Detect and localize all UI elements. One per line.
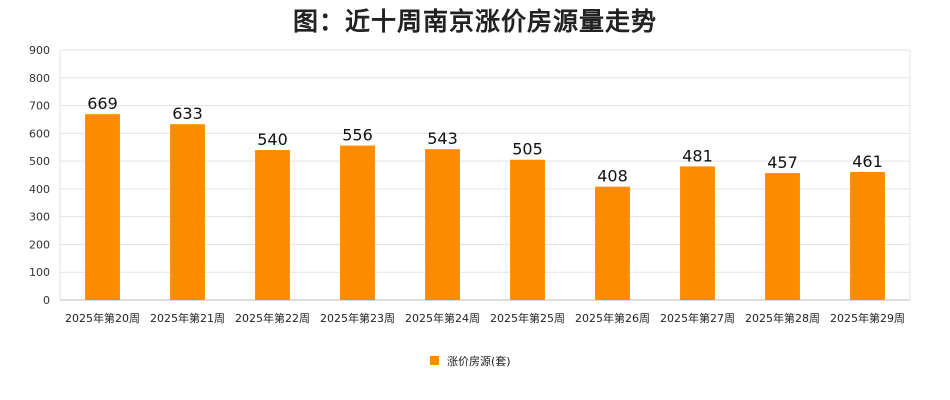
- x-tick-label: 2025年第20周: [65, 311, 140, 325]
- data-label: 457: [767, 153, 798, 172]
- data-label: 556: [342, 126, 373, 145]
- chart-title: 图：近十周南京涨价房源量走势: [292, 7, 657, 36]
- y-tick-label: 100: [29, 266, 50, 279]
- y-tick-label: 900: [29, 44, 50, 57]
- bar[interactable]: [680, 166, 715, 300]
- x-tick-label: 2025年第23周: [320, 311, 395, 325]
- bar[interactable]: [340, 145, 375, 300]
- x-tick-label: 2025年第25周: [490, 311, 565, 325]
- y-tick-label: 500: [29, 155, 50, 168]
- bar[interactable]: [765, 173, 800, 300]
- data-label: 633: [172, 104, 203, 123]
- x-tick-label: 2025年第29周: [830, 311, 905, 325]
- bar[interactable]: [850, 171, 885, 300]
- data-label: 540: [257, 130, 288, 149]
- x-tick-label: 2025年第28周: [745, 311, 820, 325]
- data-label: 543: [427, 129, 458, 148]
- bar[interactable]: [85, 114, 120, 301]
- legend-label: 涨价房源(套): [447, 354, 511, 368]
- y-tick-label: 400: [29, 183, 50, 196]
- data-label: 505: [512, 140, 543, 159]
- data-label: 408: [597, 167, 628, 186]
- bar[interactable]: [595, 186, 630, 300]
- x-tick-label: 2025年第21周: [150, 311, 225, 325]
- y-tick-label: 300: [29, 211, 50, 224]
- bar[interactable]: [170, 124, 205, 301]
- legend-swatch: [430, 356, 439, 365]
- data-label: 481: [682, 146, 713, 165]
- legend[interactable]: 涨价房源(套): [430, 354, 511, 368]
- data-label: 461: [852, 152, 883, 171]
- y-tick-label: 200: [29, 238, 50, 251]
- x-tick-label: 2025年第22周: [235, 311, 310, 325]
- y-tick-label: 0: [43, 294, 50, 307]
- y-tick-label: 600: [29, 127, 50, 140]
- x-tick-label: 2025年第27周: [660, 311, 735, 325]
- bar[interactable]: [425, 149, 460, 300]
- x-tick-label: 2025年第26周: [575, 311, 650, 325]
- x-axis-ticks: 2025年第20周 2025年第21周 2025年第22周 2025年第23周 2025…: [65, 311, 905, 325]
- bar[interactable]: [510, 159, 545, 300]
- y-tick-label: 800: [29, 72, 50, 85]
- y-tick-label: 700: [29, 100, 50, 113]
- bars: [85, 114, 885, 301]
- x-tick-label: 2025年第24周: [405, 311, 480, 325]
- data-labels: 669 633 540 556 543 505 408 481 457 461: [87, 94, 883, 186]
- bar[interactable]: [255, 150, 290, 300]
- data-label: 669: [87, 94, 118, 113]
- y-axis-ticks: 0 100 200 300 400 500 600 700 800 900: [29, 44, 50, 307]
